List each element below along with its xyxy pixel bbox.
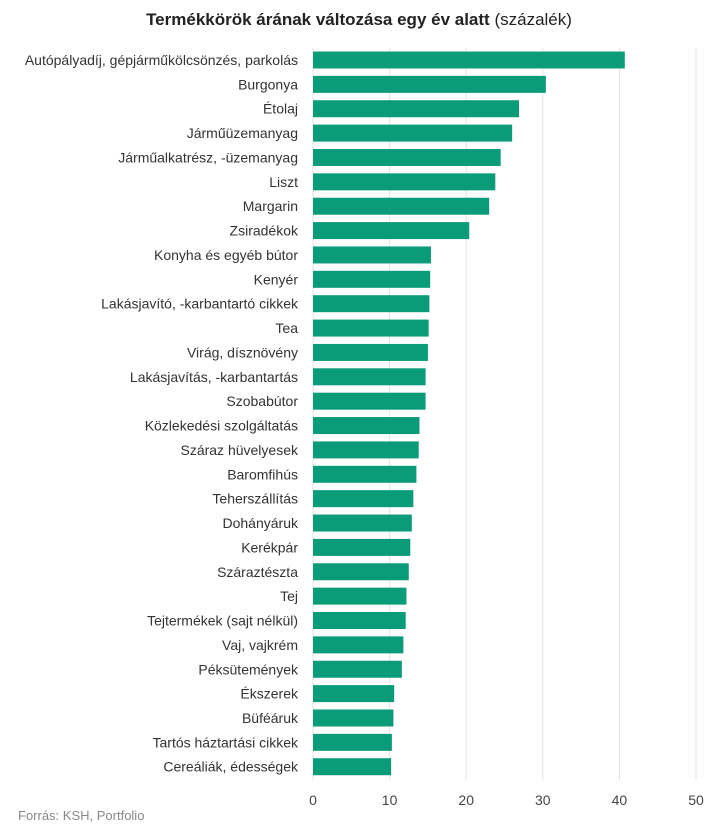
bar	[313, 295, 430, 313]
bar	[313, 709, 394, 727]
bar	[313, 636, 404, 654]
bar	[313, 660, 402, 678]
bar	[313, 343, 428, 361]
category-label: Közlekedési szolgáltatás	[145, 418, 298, 434]
x-tick-label: 50	[688, 792, 704, 808]
bar	[313, 246, 431, 264]
bar	[313, 51, 625, 69]
x-tick-label: 30	[535, 792, 551, 808]
bar	[313, 587, 407, 605]
bar	[313, 612, 406, 630]
bar	[313, 441, 419, 459]
x-tick-label: 40	[612, 792, 628, 808]
bar	[313, 563, 409, 581]
bar	[313, 173, 496, 191]
chart-title-main: Termékkörök árának változása egy év alat…	[146, 10, 490, 29]
chart-title-unit: (százalék)	[494, 10, 572, 29]
category-label: Kenyér	[254, 271, 299, 287]
category-label: Burgonya	[238, 76, 298, 92]
bar	[313, 222, 470, 240]
source-note: Forrás: KSH, Portfolio	[18, 808, 145, 823]
category-label: Tejtermékek (sajt nélkül)	[147, 613, 298, 629]
category-label: Tea	[275, 320, 298, 336]
x-axis-ticks: 0 10 20 30 40 50	[309, 792, 704, 808]
x-tick-label: 20	[458, 792, 474, 808]
bar	[313, 75, 546, 93]
category-label: Lakásjavító, -karbantartó cikkek	[101, 296, 299, 312]
category-label: Zsiradékok	[230, 223, 299, 239]
bar	[313, 417, 420, 435]
category-label: Járműalkatrész, -üzemanyag	[118, 149, 298, 165]
category-label: Lakásjavítás, -karbantartás	[130, 369, 298, 385]
category-label: Virág, dísznövény	[187, 344, 298, 360]
category-label: Konyha és egyéb bútor	[154, 247, 298, 263]
category-label: Tartós háztartási cikkek	[153, 734, 299, 750]
category-label: Margarin	[243, 198, 298, 214]
grid-lines	[312, 48, 697, 780]
category-label: Étolaj	[263, 101, 298, 117]
bar	[313, 319, 429, 337]
category-label: Kerékpár	[241, 539, 298, 555]
category-label: Büféáruk	[242, 710, 299, 726]
category-label: Teherszállítás	[212, 491, 298, 507]
category-label: Vaj, vajkrém	[222, 637, 298, 653]
bar	[313, 368, 426, 386]
x-tick-label: 10	[382, 792, 398, 808]
category-label: Liszt	[269, 174, 298, 190]
bar	[313, 538, 411, 556]
bar	[313, 197, 490, 215]
category-label: Péksütemények	[198, 661, 299, 677]
category-label: Járműüzemanyag	[187, 125, 298, 141]
bar	[313, 100, 520, 118]
category-label: Tej	[280, 588, 298, 604]
category-label: Száraz hüvelyesek	[180, 442, 299, 458]
category-label: Dohányáruk	[223, 515, 299, 531]
bar	[313, 490, 414, 508]
chart-title: Termékkörök árának változása egy év alat…	[0, 10, 718, 30]
category-label: Ékszerek	[240, 686, 299, 702]
x-tick-label: 0	[309, 792, 317, 808]
bar	[313, 124, 513, 142]
bar	[313, 465, 417, 483]
category-label: Cereáliák, édességek	[163, 759, 299, 775]
bar	[313, 270, 431, 288]
category-label: Baromfihús	[227, 466, 298, 482]
bar	[313, 685, 395, 703]
bars	[313, 51, 625, 776]
bar	[313, 514, 412, 532]
category-label: Autópályadíj, gépjárműkölcsönzés, parkol…	[25, 52, 298, 68]
category-label: Szobabútor	[226, 393, 298, 409]
bar	[313, 392, 426, 410]
bar	[313, 733, 392, 751]
category-label: Száraztészta	[217, 564, 298, 580]
category-labels: Autópályadíj, gépjárműkölcsönzés, parkol…	[25, 52, 299, 775]
bar	[313, 758, 392, 776]
bar	[313, 148, 501, 166]
